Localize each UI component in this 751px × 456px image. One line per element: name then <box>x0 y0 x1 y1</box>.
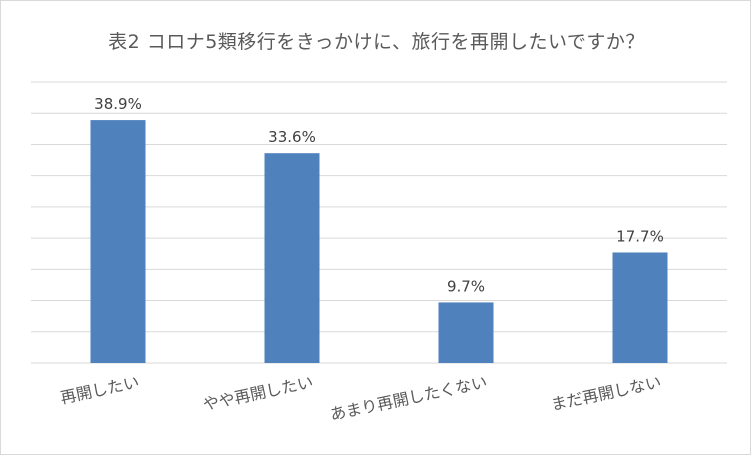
data-label: 33.6% <box>268 128 316 146</box>
chart-title: 表2 コロナ5類移行をきっかけに、旅行を再開したいですか？ <box>108 31 645 53</box>
bar <box>90 120 146 363</box>
bar <box>264 153 320 363</box>
bar <box>612 252 668 363</box>
bar <box>438 302 494 363</box>
data-label: 38.9% <box>94 95 142 113</box>
category-label: 再開したい <box>59 372 141 407</box>
data-label: 17.7% <box>616 227 664 245</box>
category-label: まだ再開しない <box>549 372 663 414</box>
category-label: やや再開したい <box>201 372 315 414</box>
data-label: 9.7% <box>447 277 485 295</box>
category-label: あまり再開したくない <box>328 372 488 424</box>
